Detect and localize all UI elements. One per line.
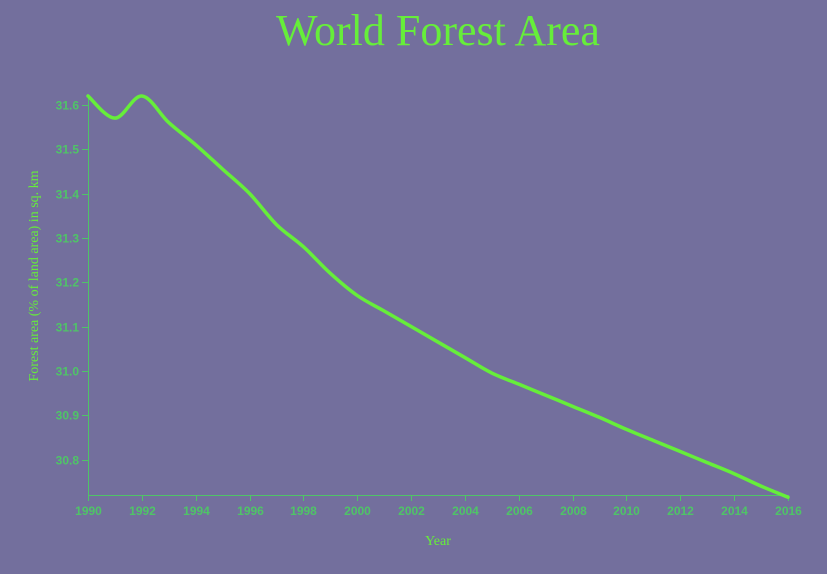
x-tick-label: 1994	[183, 504, 210, 518]
y-axis-label: Forest area (% of land area) in sq. km	[27, 170, 42, 381]
x-tick-label: 2014	[721, 504, 748, 518]
y-tick-label: 31.0	[56, 365, 80, 379]
x-tick-label: 2016	[775, 504, 802, 518]
x-tick-label: 2012	[667, 504, 694, 518]
x-tick-label: 1998	[290, 504, 317, 518]
y-tick-label: 31.6	[56, 99, 80, 113]
x-tick-label: 2002	[398, 504, 425, 518]
y-tick-label: 30.9	[56, 409, 80, 423]
x-tick-label: 1992	[129, 504, 156, 518]
y-axis: 30.8 30.9 31.0 31.1 31.2 31.3 31.4 31.5 31.6	[56, 96, 89, 496]
forest-area-line	[86, 94, 790, 499]
x-tick-label: 2000	[344, 504, 371, 518]
chart-title: World Forest Area	[276, 6, 600, 55]
x-tick-label: 1996	[237, 504, 264, 518]
x-tick-label: 2006	[506, 504, 533, 518]
y-tick-label: 31.1	[56, 321, 80, 335]
x-axis-label: Year	[425, 534, 451, 549]
x-tick-label: 1990	[75, 504, 102, 518]
x-tick-label: 2008	[560, 504, 587, 518]
y-tick-label: 31.5	[56, 143, 80, 157]
y-tick-label: 31.4	[56, 188, 80, 202]
x-tick-label: 2010	[613, 504, 640, 518]
y-tick-label: 31.3	[56, 232, 80, 246]
x-tick-label: 2004	[452, 504, 479, 518]
y-tick-label: 31.2	[56, 276, 80, 290]
y-tick-label: 30.8	[56, 454, 80, 468]
x-axis: 1990 1992 1994 1996 1998 2000 2002 2004 2006 2008…	[75, 495, 802, 518]
